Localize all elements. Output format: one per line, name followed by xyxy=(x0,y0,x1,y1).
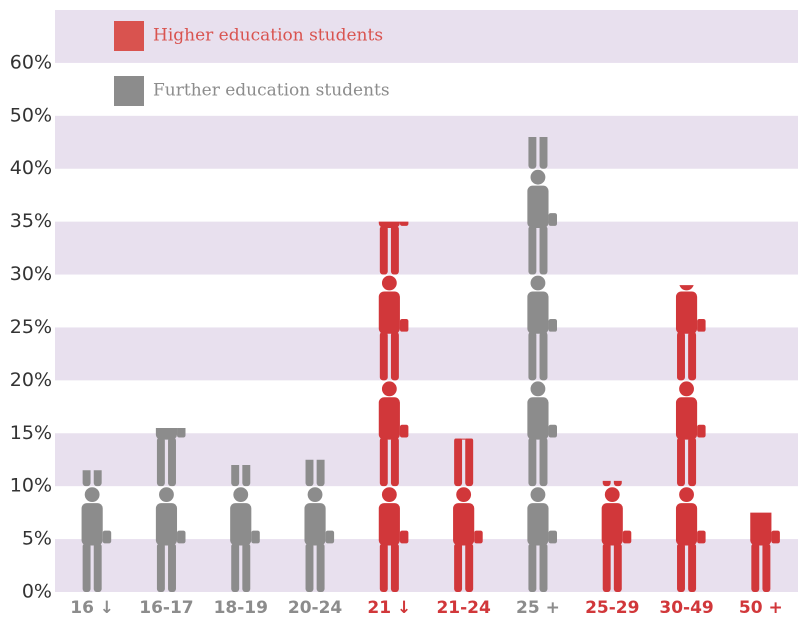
legend-swatch xyxy=(114,21,144,51)
y-tick-label: 60% xyxy=(10,51,52,73)
y-tick-label: 30% xyxy=(10,263,52,285)
legend-swatch xyxy=(114,76,144,106)
x-tick-label: 16-17 xyxy=(139,598,193,618)
pictograph-column xyxy=(230,465,260,592)
x-tick-label: 16 ↓ xyxy=(70,598,114,618)
pictograph-column xyxy=(304,459,335,592)
pictograph-column xyxy=(81,470,112,592)
y-tick-label: 25% xyxy=(10,316,52,338)
band-stripe xyxy=(55,221,798,275)
x-tick-label: 50 + xyxy=(739,598,783,618)
pictograph-column xyxy=(378,221,409,592)
x-tick-label: 21 ↓ xyxy=(367,598,411,618)
pictograph-column xyxy=(675,285,706,592)
x-tick-label: 25-29 xyxy=(585,598,639,618)
pictograph-column xyxy=(155,427,186,592)
pictograph-column xyxy=(453,438,483,592)
legend-label: Further education students xyxy=(153,81,390,101)
pictograph-column xyxy=(750,512,780,592)
y-tick-label: 40% xyxy=(10,157,52,179)
band-stripe xyxy=(55,115,798,169)
pictograph-column xyxy=(601,480,632,592)
x-tick-label: 25 + xyxy=(516,598,560,618)
x-tick-label: 18-19 xyxy=(214,598,268,618)
y-tick-label: 20% xyxy=(10,369,52,391)
y-tick-label: 5% xyxy=(22,528,52,550)
y-tick-label: 15% xyxy=(10,422,52,444)
x-tick-label: 20-24 xyxy=(288,598,343,618)
x-tick-label: 21-24 xyxy=(436,598,491,618)
y-tick-label: 35% xyxy=(10,210,52,232)
band-stripe xyxy=(55,10,798,63)
y-tick-label: 10% xyxy=(10,475,52,497)
y-tick-label: 50% xyxy=(10,104,52,126)
band-stripe xyxy=(55,327,798,381)
legend-label: Higher education students xyxy=(153,26,383,46)
x-tick-label: 30-49 xyxy=(659,598,713,618)
band-stripe xyxy=(55,539,798,592)
pictograph-column xyxy=(527,136,557,592)
y-tick-label: 0% xyxy=(22,581,52,603)
band-stripe xyxy=(55,433,798,487)
